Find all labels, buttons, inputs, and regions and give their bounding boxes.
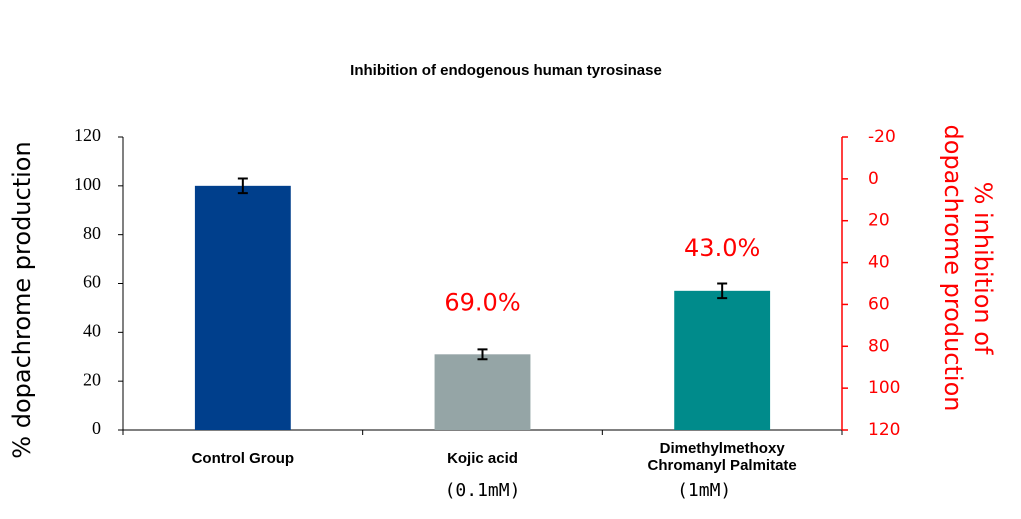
y2-tick-label: 100: [868, 378, 900, 398]
y-tick-label: 80: [83, 223, 101, 243]
x-tick-label: Kojic acid: [447, 450, 518, 467]
error-bar: [717, 282, 728, 300]
y2-tick-label: 60: [868, 294, 890, 314]
error-bar: [477, 348, 488, 361]
y2-tick-label: 40: [868, 253, 890, 273]
x-sub-label: (0.1mM): [444, 480, 521, 501]
error-bar: [237, 177, 248, 195]
value-label: 69.0%: [444, 288, 520, 316]
y-tick-label: 60: [83, 272, 101, 292]
bar: [674, 290, 771, 430]
y2-tick-label: 120: [868, 420, 900, 440]
y-axis-title: % dopachrome production: [8, 141, 36, 459]
x-tick-label: Control Group: [191, 450, 295, 467]
bar: [434, 354, 531, 430]
y-tick-label: 0: [92, 418, 101, 438]
y-tick-label: 20: [83, 369, 101, 389]
chart-title: Inhibition of endogenous human tyrosinas…: [350, 62, 662, 79]
y2-tick-label: -20: [868, 127, 896, 147]
x-tick-label: Dimethylmethoxy Chromanyl Palmitate: [647, 440, 797, 474]
value-label: 43.0%: [684, 234, 760, 262]
y2-tick-label: 80: [868, 336, 890, 356]
y2-tick-label: 0: [868, 169, 879, 189]
y-tick-label: 120: [74, 125, 101, 145]
bar: [194, 185, 291, 430]
y2-axis-title: % inhibition of dopachrome production: [939, 124, 997, 412]
y-tick-label: 40: [83, 320, 101, 340]
y-tick-label: 100: [74, 174, 101, 194]
y2-tick-label: 20: [868, 211, 890, 231]
x-sub-label: (1mM): [677, 480, 732, 501]
